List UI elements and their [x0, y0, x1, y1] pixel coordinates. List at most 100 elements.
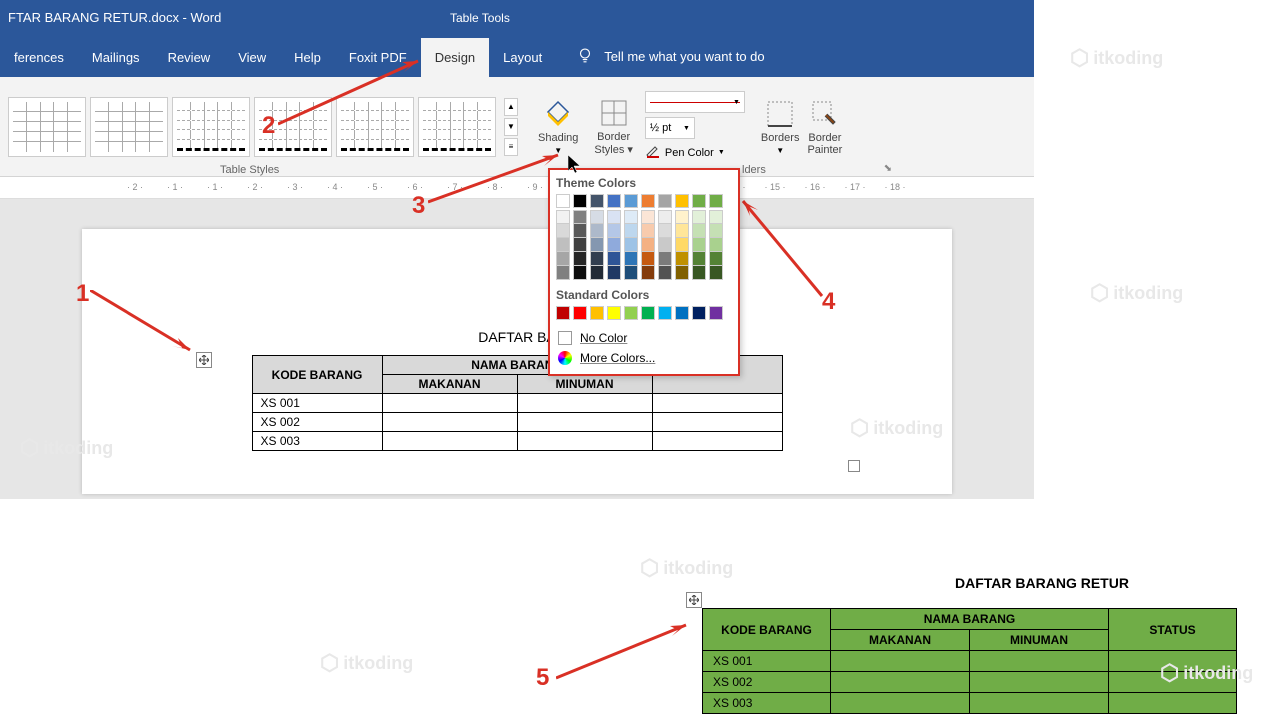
border-painter-button[interactable]: BorderPainter — [803, 96, 846, 158]
color-swatch[interactable] — [590, 210, 604, 224]
color-swatch[interactable] — [590, 252, 604, 266]
color-swatch[interactable] — [573, 266, 587, 280]
color-swatch[interactable] — [692, 266, 706, 280]
color-swatch[interactable] — [675, 252, 689, 266]
color-swatch[interactable] — [692, 224, 706, 238]
color-swatch[interactable] — [573, 210, 587, 224]
color-swatch[interactable] — [675, 266, 689, 280]
color-swatch[interactable] — [658, 306, 672, 320]
color-swatch[interactable] — [641, 306, 655, 320]
color-swatch[interactable] — [709, 210, 723, 224]
result-cell[interactable]: XS 002 — [703, 672, 831, 693]
shading-button[interactable]: Shading ▼ — [534, 96, 582, 157]
color-swatch[interactable] — [607, 252, 621, 266]
color-swatch[interactable] — [624, 194, 638, 208]
color-swatch[interactable] — [556, 306, 570, 320]
color-swatch[interactable] — [658, 210, 672, 224]
line-style-selector[interactable] — [645, 91, 745, 113]
color-swatch[interactable] — [624, 266, 638, 280]
color-swatch[interactable] — [607, 210, 621, 224]
color-swatch[interactable] — [692, 252, 706, 266]
color-swatch[interactable] — [624, 224, 638, 238]
color-swatch[interactable] — [556, 194, 570, 208]
color-swatch[interactable] — [556, 224, 570, 238]
table-style-thumb[interactable] — [172, 97, 250, 157]
color-swatch[interactable] — [658, 252, 672, 266]
table-cell[interactable]: XS 002 — [252, 413, 382, 432]
color-swatch[interactable] — [573, 306, 587, 320]
color-swatch[interactable] — [658, 266, 672, 280]
table-style-thumb[interactable] — [8, 97, 86, 157]
color-swatch[interactable] — [692, 210, 706, 224]
tab-view[interactable]: View — [224, 38, 280, 77]
color-swatch[interactable] — [692, 306, 706, 320]
color-swatch[interactable] — [709, 238, 723, 252]
color-swatch[interactable] — [590, 306, 604, 320]
color-swatch[interactable] — [641, 194, 655, 208]
pen-color-button[interactable]: Pen Color ▼ — [645, 143, 745, 162]
color-swatch[interactable] — [607, 194, 621, 208]
color-swatch[interactable] — [556, 210, 570, 224]
color-swatch[interactable] — [692, 194, 706, 208]
color-swatch[interactable] — [675, 194, 689, 208]
color-swatch[interactable] — [675, 210, 689, 224]
color-swatch[interactable] — [658, 194, 672, 208]
color-swatch[interactable] — [556, 238, 570, 252]
color-swatch[interactable] — [573, 238, 587, 252]
result-cell[interactable]: XS 003 — [703, 693, 831, 714]
tab-review[interactable]: Review — [154, 38, 225, 77]
scroll-up-button[interactable]: ▲ — [504, 98, 518, 116]
color-swatch[interactable] — [573, 252, 587, 266]
color-swatch[interactable] — [607, 238, 621, 252]
tab-design[interactable]: Design — [421, 38, 489, 77]
color-swatch[interactable] — [709, 266, 723, 280]
table-style-thumb[interactable] — [418, 97, 496, 157]
color-swatch[interactable] — [709, 224, 723, 238]
color-swatch[interactable] — [573, 194, 587, 208]
dialog-launcher-icon[interactable]: ⬊ — [884, 163, 892, 174]
color-swatch[interactable] — [624, 210, 638, 224]
result-cell[interactable]: XS 001 — [703, 651, 831, 672]
color-swatch[interactable] — [573, 224, 587, 238]
color-swatch[interactable] — [607, 306, 621, 320]
border-styles-button[interactable]: BorderStyles ▾ — [590, 95, 637, 158]
color-swatch[interactable] — [709, 252, 723, 266]
color-swatch[interactable] — [590, 238, 604, 252]
color-swatch[interactable] — [709, 306, 723, 320]
color-swatch[interactable] — [590, 266, 604, 280]
color-swatch[interactable] — [675, 306, 689, 320]
scroll-down-button[interactable]: ▼ — [504, 118, 518, 136]
color-swatch[interactable] — [624, 252, 638, 266]
color-swatch[interactable] — [658, 238, 672, 252]
borders-button[interactable]: Borders ▼ — [757, 96, 804, 157]
color-swatch[interactable] — [556, 252, 570, 266]
color-swatch[interactable] — [692, 238, 706, 252]
color-swatch[interactable] — [641, 238, 655, 252]
tab-layout[interactable]: Layout — [489, 38, 556, 77]
table-cell[interactable]: XS 001 — [252, 394, 382, 413]
table-style-thumb[interactable] — [90, 97, 168, 157]
color-swatch[interactable] — [675, 238, 689, 252]
no-color-item[interactable]: No Color — [556, 328, 732, 348]
pen-weight-selector[interactable]: ½ pt ▼ — [645, 117, 695, 139]
table-resize-handle[interactable] — [848, 460, 860, 472]
color-swatch[interactable] — [709, 194, 723, 208]
table-cell[interactable]: XS 003 — [252, 432, 382, 451]
more-colors-item[interactable]: More Colors... — [556, 348, 732, 368]
color-swatch[interactable] — [675, 224, 689, 238]
tab-references[interactable]: ferences — [0, 38, 78, 77]
color-swatch[interactable] — [607, 224, 621, 238]
color-swatch[interactable] — [590, 224, 604, 238]
result-table-move-handle[interactable] — [686, 592, 702, 608]
color-swatch[interactable] — [658, 224, 672, 238]
result-table[interactable]: KODE BARANG NAMA BARANG STATUS MAKANAN M… — [702, 608, 1237, 714]
color-swatch[interactable] — [590, 194, 604, 208]
color-swatch[interactable] — [607, 266, 621, 280]
color-swatch[interactable] — [641, 266, 655, 280]
color-swatch[interactable] — [641, 252, 655, 266]
tab-mailings[interactable]: Mailings — [78, 38, 154, 77]
color-swatch[interactable] — [641, 210, 655, 224]
color-swatch[interactable] — [641, 224, 655, 238]
color-swatch[interactable] — [624, 306, 638, 320]
color-swatch[interactable] — [556, 266, 570, 280]
